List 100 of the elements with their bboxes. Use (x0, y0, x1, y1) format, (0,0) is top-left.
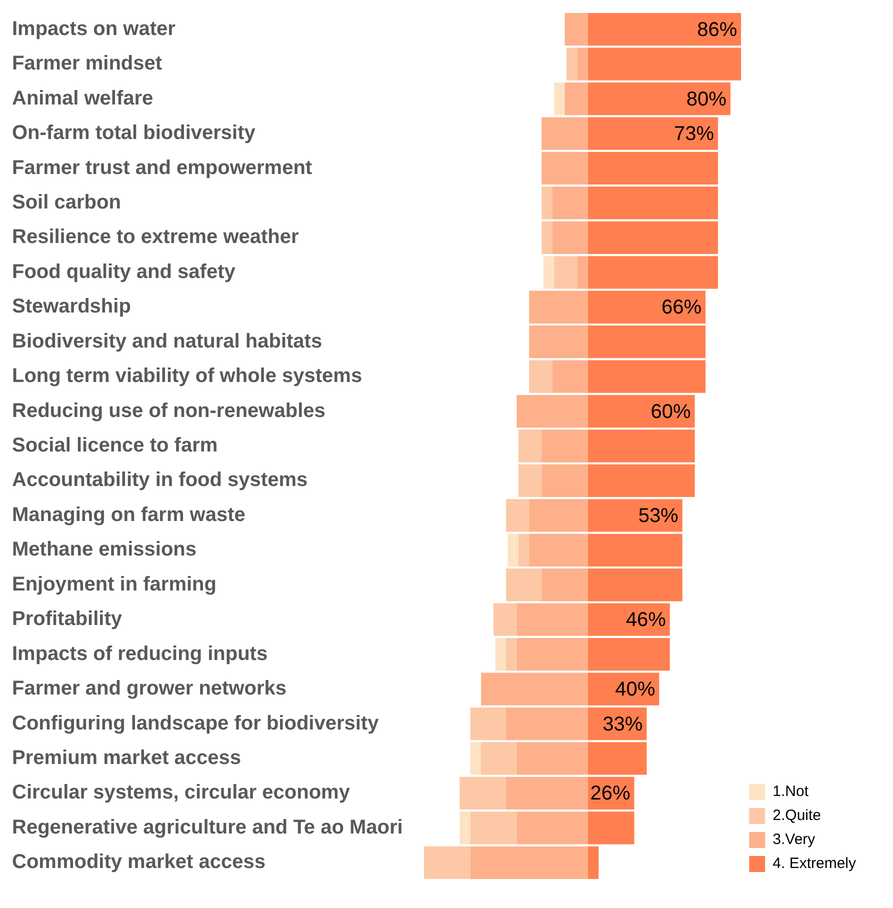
bar (588, 256, 718, 289)
bar (424, 846, 470, 879)
bar (470, 846, 588, 879)
bar (588, 360, 706, 393)
bar (460, 776, 506, 810)
bar (516, 812, 588, 844)
bar (516, 742, 588, 775)
bar (542, 152, 588, 185)
bar (588, 117, 718, 150)
bar (552, 186, 588, 220)
y-tick-label: Farmer and grower networks (12, 678, 287, 700)
data-label: 40% (615, 678, 656, 701)
y-tick-label: Impacts on water (12, 18, 176, 40)
data-label: 86% (697, 18, 738, 41)
data-label: 33% (602, 713, 643, 736)
bar (542, 117, 588, 150)
y-tick-label: Methane emissions (12, 538, 197, 561)
bar (588, 48, 742, 80)
bar (588, 394, 695, 428)
y-tick-label: Managing on farm waste (12, 504, 246, 526)
data-label: 66% (661, 296, 702, 319)
legend-label: 4. Extremely (772, 855, 856, 872)
bar (542, 568, 588, 602)
y-tick-label: Premium market access (12, 746, 242, 769)
bar (588, 499, 682, 532)
bar (588, 152, 718, 185)
y-tick-label: Biodiversity and natural habitats (12, 330, 322, 352)
y-tick-label: Food quality and safety (12, 260, 236, 283)
bar (518, 534, 530, 566)
legend-label: 3.Very (772, 831, 816, 848)
bar (588, 812, 634, 844)
y-tick-label: Social licence to farm (12, 434, 218, 457)
bar (542, 221, 552, 254)
y-tick-label: Farmer mindset (12, 52, 162, 75)
bar (470, 742, 482, 775)
bar (506, 499, 530, 532)
bar (554, 82, 565, 116)
bar (518, 430, 542, 462)
y-tick-label: Profitability (12, 608, 123, 630)
data-label: 73% (674, 123, 714, 146)
y-tick-label: Enjoyment in farming (12, 573, 216, 596)
bar (588, 672, 660, 706)
bar (588, 742, 647, 775)
bar (552, 360, 588, 393)
bar (506, 568, 542, 602)
bar (529, 360, 552, 393)
bar (577, 48, 588, 80)
bar (493, 603, 517, 636)
y-tick-label: On-farm total biodiversity (12, 122, 256, 144)
bar (506, 776, 588, 810)
y-tick-label: Regenerative agriculture and Te ao Maori (12, 816, 403, 838)
bar (506, 707, 588, 740)
bar (542, 464, 588, 498)
bar (481, 672, 588, 706)
bar (577, 256, 588, 289)
data-label: 80% (686, 88, 727, 110)
bar (529, 326, 588, 358)
y-tick-label: Reducing use of non-renewables (12, 400, 326, 422)
data-label: 26% (590, 782, 630, 805)
bar (588, 430, 695, 462)
bar (518, 464, 542, 498)
bar (588, 638, 670, 671)
y-tick-label: Impacts of reducing inputs (12, 642, 268, 665)
y-tick-label: Resilience to extreme weather (12, 226, 300, 248)
bar (542, 430, 588, 462)
legend-label: 1.Not (772, 783, 810, 800)
bar (529, 499, 588, 532)
bar (588, 221, 718, 254)
bar (588, 603, 670, 636)
bar (542, 186, 552, 220)
bar (552, 221, 588, 254)
bar (564, 13, 588, 46)
bar (588, 568, 682, 602)
bar (588, 464, 695, 498)
bar (508, 534, 518, 566)
bar (516, 394, 588, 428)
data-label: 60% (650, 400, 692, 423)
y-tick-label: Configuring landscape for biodiversity (12, 712, 380, 734)
y-tick-label: Commodity market access (12, 851, 266, 874)
bar (470, 812, 517, 844)
bar (566, 48, 578, 80)
data-label: 53% (638, 504, 679, 527)
y-tick-label: Accountability in food systems (12, 469, 308, 492)
y-tick-label: Stewardship (12, 296, 131, 318)
bar (470, 707, 506, 740)
bar (588, 534, 682, 566)
bar (588, 186, 718, 220)
bar (588, 82, 730, 116)
bar (506, 638, 517, 671)
data-label: 46% (626, 609, 666, 632)
bar (495, 638, 506, 671)
bar (460, 812, 470, 844)
y-tick-label: Long term viability of whole systems (12, 365, 362, 388)
bar (516, 638, 588, 671)
bar (554, 256, 578, 289)
y-tick-label: Animal welfare (12, 87, 154, 110)
bar (588, 13, 742, 46)
y-tick-label: Circular systems, circular economy (12, 782, 351, 804)
y-tick-label: Farmer trust and empowerment (12, 156, 312, 179)
bar (564, 82, 588, 116)
